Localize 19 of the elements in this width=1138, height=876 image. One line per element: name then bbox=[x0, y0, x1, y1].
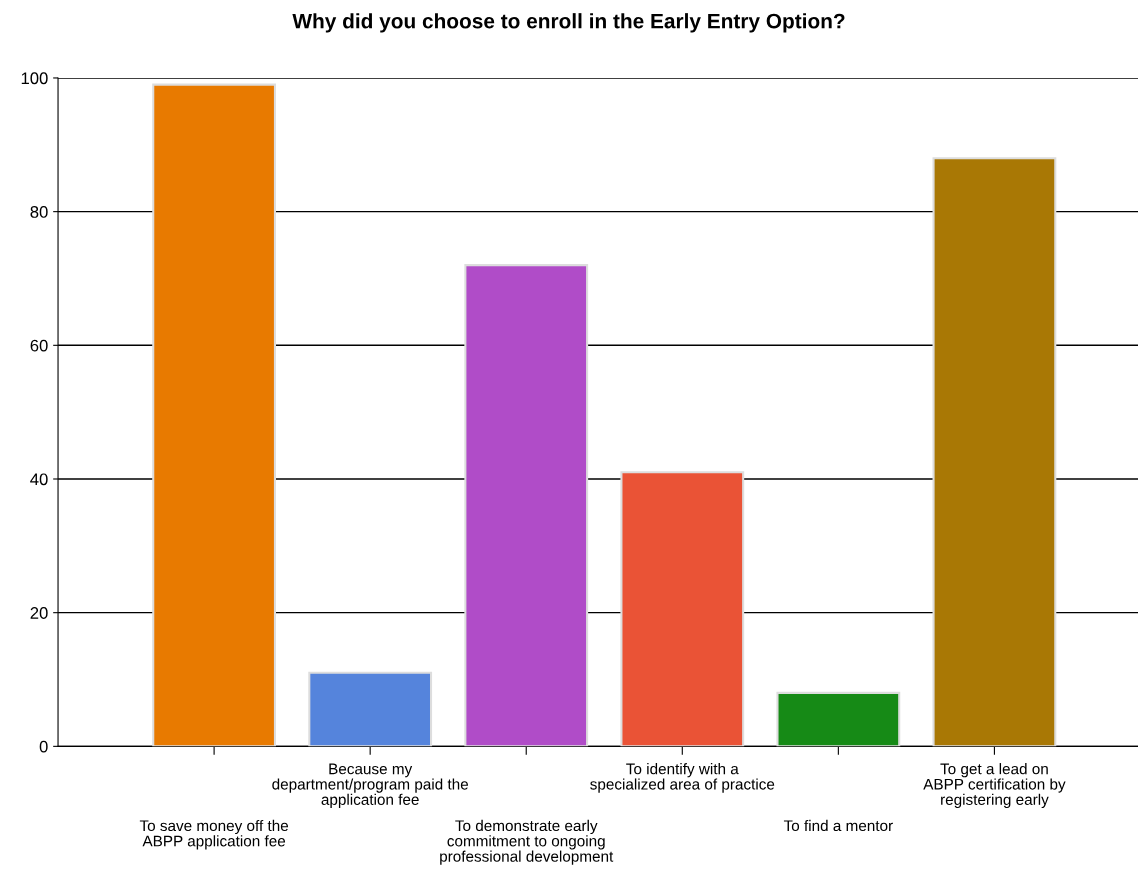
y-tick-label: 60 bbox=[30, 339, 48, 352]
y-tick-label: 20 bbox=[30, 607, 48, 619]
x-tick-label: To demonstrate early commitment to ongoing professional development bbox=[440, 819, 614, 865]
y-tick-label: 0 bbox=[39, 740, 48, 753]
x-tick-label: Because my department/program paid the application fee bbox=[272, 763, 469, 808]
bar bbox=[464, 264, 589, 747]
bar bbox=[620, 471, 745, 747]
bar bbox=[932, 157, 1057, 747]
x-tick-label: To get a lead on ABPP certification by registering early bbox=[923, 763, 1066, 808]
x-tick-label: To save money off the ABPP application fee bbox=[139, 819, 289, 850]
y-tick-label: 100 bbox=[21, 72, 48, 85]
y-tick-label: 40 bbox=[30, 473, 48, 486]
bar bbox=[776, 691, 901, 747]
x-tick-label: To identify with a specialized area of practice bbox=[590, 763, 775, 793]
bar bbox=[308, 671, 433, 747]
chart-title: Why did you choose to enroll in the Early Entry Option? bbox=[292, 13, 845, 33]
x-tick-label: To find a mentor bbox=[783, 819, 893, 832]
bar bbox=[152, 83, 277, 747]
y-tick-label: 80 bbox=[30, 206, 48, 218]
